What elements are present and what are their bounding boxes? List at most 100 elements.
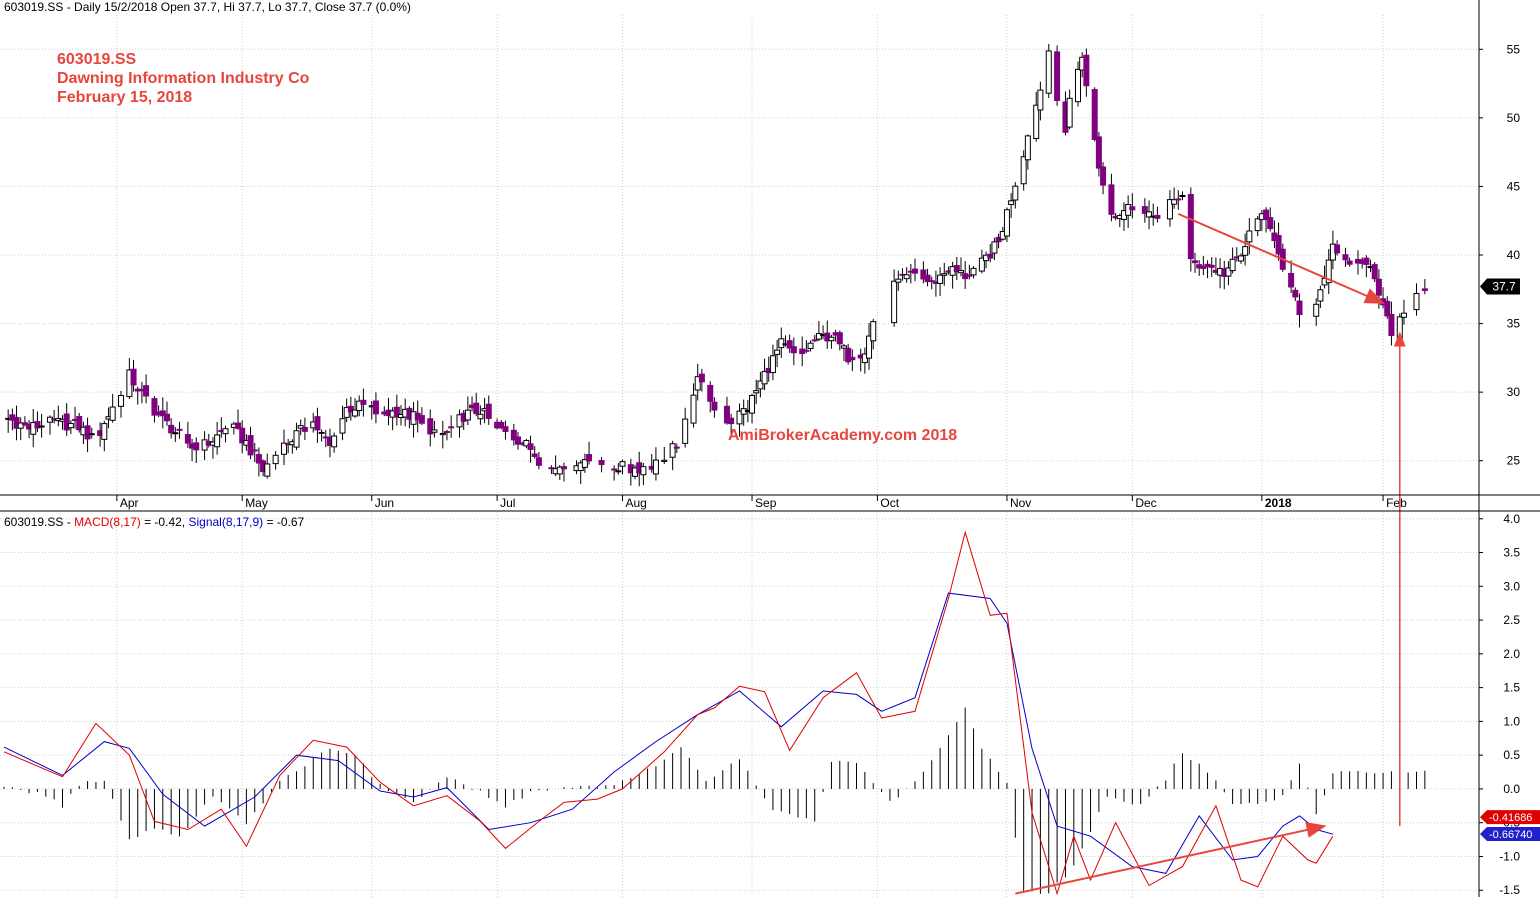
candle-down bbox=[1187, 194, 1194, 260]
candle-down bbox=[1129, 206, 1136, 211]
macd-y-tick-label: 2.0 bbox=[1503, 647, 1520, 661]
price-y-tick-label: 25 bbox=[1507, 454, 1521, 468]
candle-up bbox=[1237, 255, 1244, 262]
candle-up bbox=[1166, 199, 1173, 220]
candle-down bbox=[448, 426, 455, 429]
candle-up bbox=[895, 278, 902, 283]
candle-up bbox=[774, 349, 781, 355]
candle-down bbox=[845, 347, 852, 363]
candle-up bbox=[439, 432, 446, 436]
candle-up bbox=[17, 422, 24, 429]
annotations bbox=[1015, 212, 1406, 895]
candle-down bbox=[1200, 265, 1207, 269]
candle-up bbox=[769, 355, 776, 374]
month-label: Aug bbox=[625, 496, 646, 510]
candle-down bbox=[372, 400, 379, 415]
candle-down bbox=[63, 413, 70, 431]
candle-down bbox=[598, 460, 605, 466]
candle-down bbox=[34, 421, 41, 429]
candle-up bbox=[331, 435, 338, 448]
signal-line bbox=[3, 592, 1334, 874]
candle-down bbox=[159, 410, 166, 417]
candle-up bbox=[352, 409, 359, 417]
candle-up bbox=[101, 423, 108, 440]
candle-down bbox=[1141, 206, 1148, 214]
candle-down bbox=[803, 349, 810, 352]
candle-down bbox=[1334, 244, 1341, 254]
candle-down bbox=[510, 429, 517, 441]
watermark: AmiBrokerAcademy.com 2018 bbox=[728, 427, 958, 444]
candle-down bbox=[84, 425, 91, 440]
candle-up bbox=[1012, 185, 1019, 201]
signal-last-value-tag bbox=[1480, 827, 1540, 842]
macd-y-tick-label: 3.5 bbox=[1503, 546, 1520, 560]
candle-down bbox=[920, 269, 927, 280]
price-axis: 25 30 35 40 45 50 55 37.7 bbox=[1479, 42, 1521, 468]
macd-legend-value: = -0.42, bbox=[144, 515, 186, 529]
candle-up bbox=[941, 273, 948, 276]
candle-up bbox=[88, 433, 95, 436]
candle-up bbox=[761, 371, 768, 385]
macd-line bbox=[3, 530, 1334, 896]
candle-down bbox=[247, 435, 254, 456]
candle-down bbox=[1083, 54, 1090, 87]
candle-down bbox=[535, 457, 542, 466]
candle-up bbox=[753, 390, 760, 394]
candle-down bbox=[1108, 184, 1115, 215]
macd-y-tick-label: -1.0 bbox=[1499, 849, 1520, 863]
candle-down bbox=[1192, 260, 1199, 264]
candle-down bbox=[912, 268, 919, 274]
last-price-tag bbox=[1480, 278, 1520, 295]
candle-up bbox=[870, 321, 877, 342]
month-label: 2018 bbox=[1265, 496, 1292, 510]
candle-down bbox=[786, 340, 793, 349]
month-label: Oct bbox=[880, 496, 899, 510]
price-grid bbox=[0, 15, 1479, 495]
candle-up bbox=[807, 342, 814, 349]
candle-up bbox=[1242, 246, 1249, 256]
candle-down bbox=[235, 422, 242, 429]
candle-up bbox=[978, 257, 985, 272]
candle-down bbox=[143, 385, 150, 397]
month-label: May bbox=[245, 496, 268, 510]
candle-down bbox=[723, 405, 730, 424]
candlesticks bbox=[5, 44, 1428, 487]
month-label: Apr bbox=[120, 496, 139, 510]
candle-down bbox=[1275, 235, 1282, 255]
overlay-symbol: 603019.SS bbox=[57, 51, 137, 68]
candle-down bbox=[1208, 264, 1215, 268]
candle-up bbox=[891, 280, 898, 324]
candle-up bbox=[38, 425, 45, 428]
macd-last-value-tag bbox=[1480, 810, 1540, 825]
candle-down bbox=[184, 434, 191, 444]
candle-up bbox=[757, 380, 764, 390]
candle-up bbox=[318, 431, 325, 434]
candle-down bbox=[836, 332, 843, 345]
candle-down bbox=[473, 402, 480, 415]
candle-up bbox=[293, 430, 300, 448]
candle-down bbox=[393, 406, 400, 418]
candle-down bbox=[176, 428, 183, 431]
candle-up bbox=[1325, 259, 1332, 284]
macd-y-tick-label: 0.0 bbox=[1503, 782, 1520, 796]
candle-down bbox=[427, 418, 434, 435]
price-downtrend-arrow bbox=[1177, 212, 1385, 304]
candle-down bbox=[1363, 257, 1370, 265]
candle-up bbox=[903, 274, 910, 280]
candle-down bbox=[1263, 209, 1270, 221]
candle-down bbox=[849, 356, 856, 361]
candle-up bbox=[661, 459, 668, 462]
candle-up bbox=[1008, 200, 1015, 205]
candle-down bbox=[1095, 136, 1102, 169]
candle-down bbox=[1421, 288, 1428, 292]
candle-down bbox=[21, 422, 28, 426]
overlay-company: Dawning Information Industry Co bbox=[57, 70, 310, 87]
candle-up bbox=[1246, 230, 1253, 243]
candle-up bbox=[937, 274, 944, 284]
candle-down bbox=[953, 265, 960, 273]
candle-up bbox=[690, 394, 697, 424]
candle-down bbox=[251, 449, 258, 452]
macd-axis: -1.5-1.0-0.50.00.51.01.52.02.53.03.54.0-… bbox=[1479, 512, 1540, 897]
